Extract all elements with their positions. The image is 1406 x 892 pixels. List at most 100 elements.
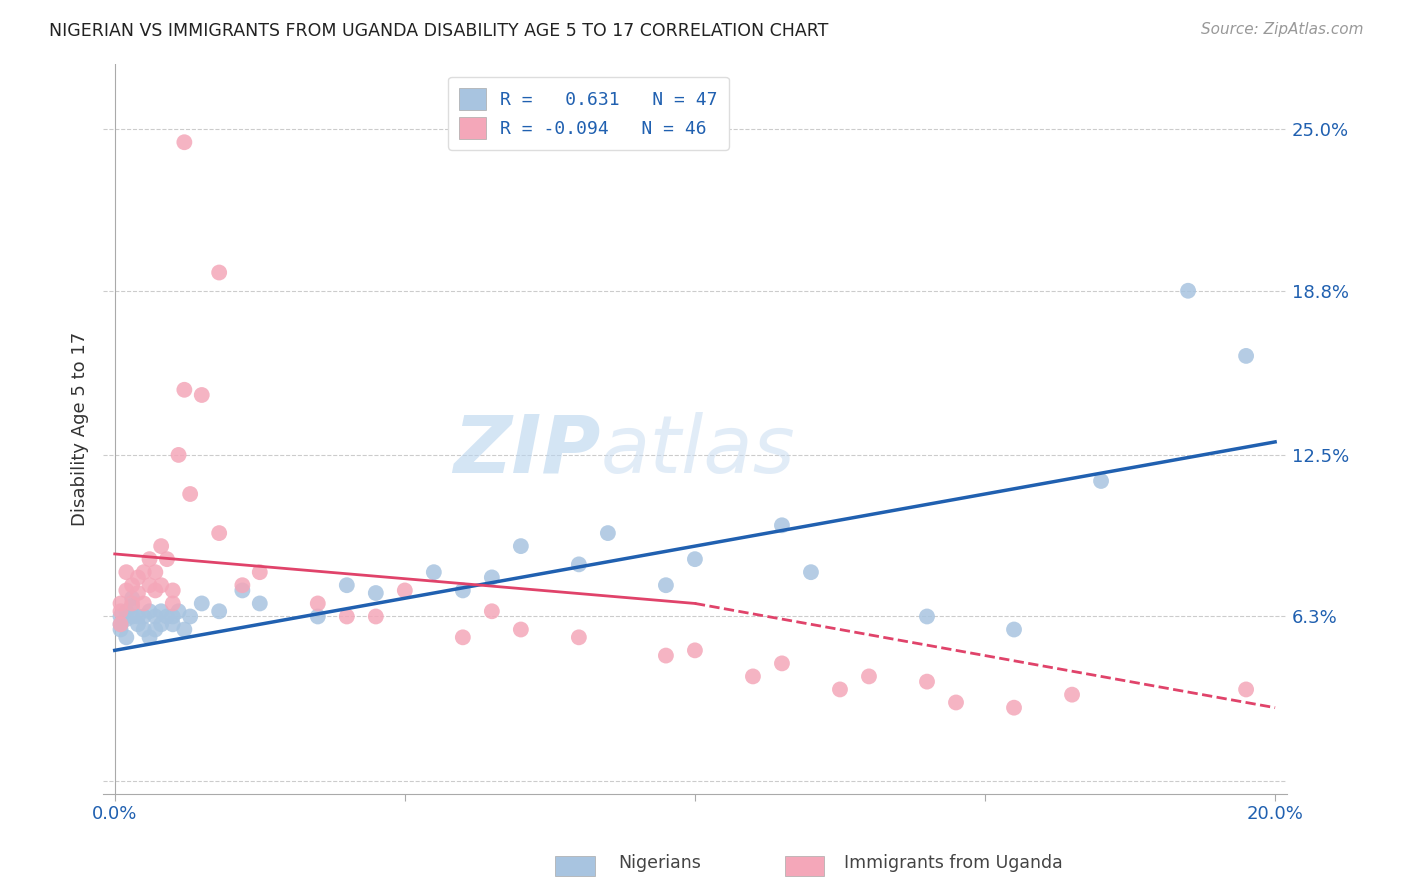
Point: [162, 583, 184, 598]
Point: [115, 565, 138, 579]
Point: [190, 597, 212, 611]
Point: [423, 565, 446, 579]
Point: [127, 586, 149, 600]
Point: [915, 674, 938, 689]
Text: ZIP: ZIP: [453, 412, 600, 490]
Point: [858, 669, 880, 683]
Point: [150, 578, 173, 592]
Point: [770, 657, 793, 671]
Point: [138, 630, 160, 644]
Point: [683, 552, 706, 566]
Point: [481, 570, 503, 584]
Point: [179, 487, 201, 501]
Point: [190, 388, 212, 402]
Point: [800, 565, 823, 579]
Point: [683, 643, 706, 657]
Point: [1090, 474, 1112, 488]
Point: [150, 539, 173, 553]
Point: [770, 518, 793, 533]
Point: [915, 609, 938, 624]
Point: [115, 583, 138, 598]
Point: [742, 669, 765, 683]
Point: [143, 583, 166, 598]
Point: [568, 630, 591, 644]
Point: [110, 609, 132, 624]
Point: [173, 135, 195, 149]
Point: [208, 266, 231, 280]
Point: [1177, 284, 1199, 298]
Point: [127, 617, 149, 632]
Point: [150, 617, 173, 632]
Point: [143, 623, 166, 637]
Point: [509, 539, 531, 553]
Point: [451, 583, 474, 598]
Text: NIGERIAN VS IMMIGRANTS FROM UGANDA DISABILITY AGE 5 TO 17 CORRELATION CHART: NIGERIAN VS IMMIGRANTS FROM UGANDA DISAB…: [49, 22, 828, 40]
Point: [138, 578, 160, 592]
Point: [143, 565, 166, 579]
Point: [1060, 688, 1083, 702]
Point: [596, 526, 619, 541]
Point: [336, 578, 359, 592]
Point: [173, 623, 195, 637]
Point: [110, 617, 132, 632]
Point: [231, 583, 253, 598]
Point: [110, 604, 132, 618]
Point: [249, 565, 271, 579]
Point: [208, 526, 231, 541]
Point: [162, 617, 184, 632]
Point: [115, 630, 138, 644]
Point: [509, 623, 531, 637]
Point: [336, 609, 359, 624]
Y-axis label: Disability Age 5 to 17: Disability Age 5 to 17: [72, 332, 89, 526]
Point: [121, 609, 143, 624]
Point: [121, 597, 143, 611]
Point: [231, 578, 253, 592]
Point: [568, 558, 591, 572]
Point: [655, 578, 678, 592]
Point: [115, 604, 138, 618]
Point: [1234, 682, 1257, 697]
Point: [110, 617, 132, 632]
Point: [110, 623, 132, 637]
Point: [249, 597, 271, 611]
Point: [156, 609, 179, 624]
Point: [1002, 700, 1025, 714]
Point: [655, 648, 678, 663]
Point: [394, 583, 416, 598]
Point: [150, 604, 173, 618]
Point: [132, 609, 155, 624]
Point: [307, 609, 329, 624]
Point: [156, 552, 179, 566]
Point: [828, 682, 851, 697]
Point: [121, 599, 143, 613]
Point: [451, 630, 474, 644]
Point: [1002, 623, 1025, 637]
Point: [132, 597, 155, 611]
Text: atlas: atlas: [600, 412, 794, 490]
Point: [167, 604, 190, 618]
Point: [1234, 349, 1257, 363]
Point: [110, 597, 132, 611]
Point: [945, 696, 967, 710]
Point: [127, 609, 149, 624]
Point: [208, 604, 231, 618]
Point: [364, 609, 387, 624]
Text: Nigerians: Nigerians: [619, 855, 702, 872]
Point: [127, 570, 149, 584]
Point: [364, 586, 387, 600]
Point: [115, 612, 138, 626]
Point: [143, 609, 166, 624]
Legend: R =   0.631   N = 47, R = -0.094   N = 46: R = 0.631 N = 47, R = -0.094 N = 46: [449, 77, 728, 150]
Point: [307, 597, 329, 611]
Point: [162, 597, 184, 611]
Point: [132, 565, 155, 579]
Text: Immigrants from Uganda: Immigrants from Uganda: [844, 855, 1063, 872]
Point: [173, 383, 195, 397]
Point: [138, 604, 160, 618]
Point: [481, 604, 503, 618]
Point: [179, 609, 201, 624]
Point: [138, 552, 160, 566]
Point: [121, 578, 143, 592]
Point: [121, 591, 143, 606]
Text: Source: ZipAtlas.com: Source: ZipAtlas.com: [1201, 22, 1364, 37]
